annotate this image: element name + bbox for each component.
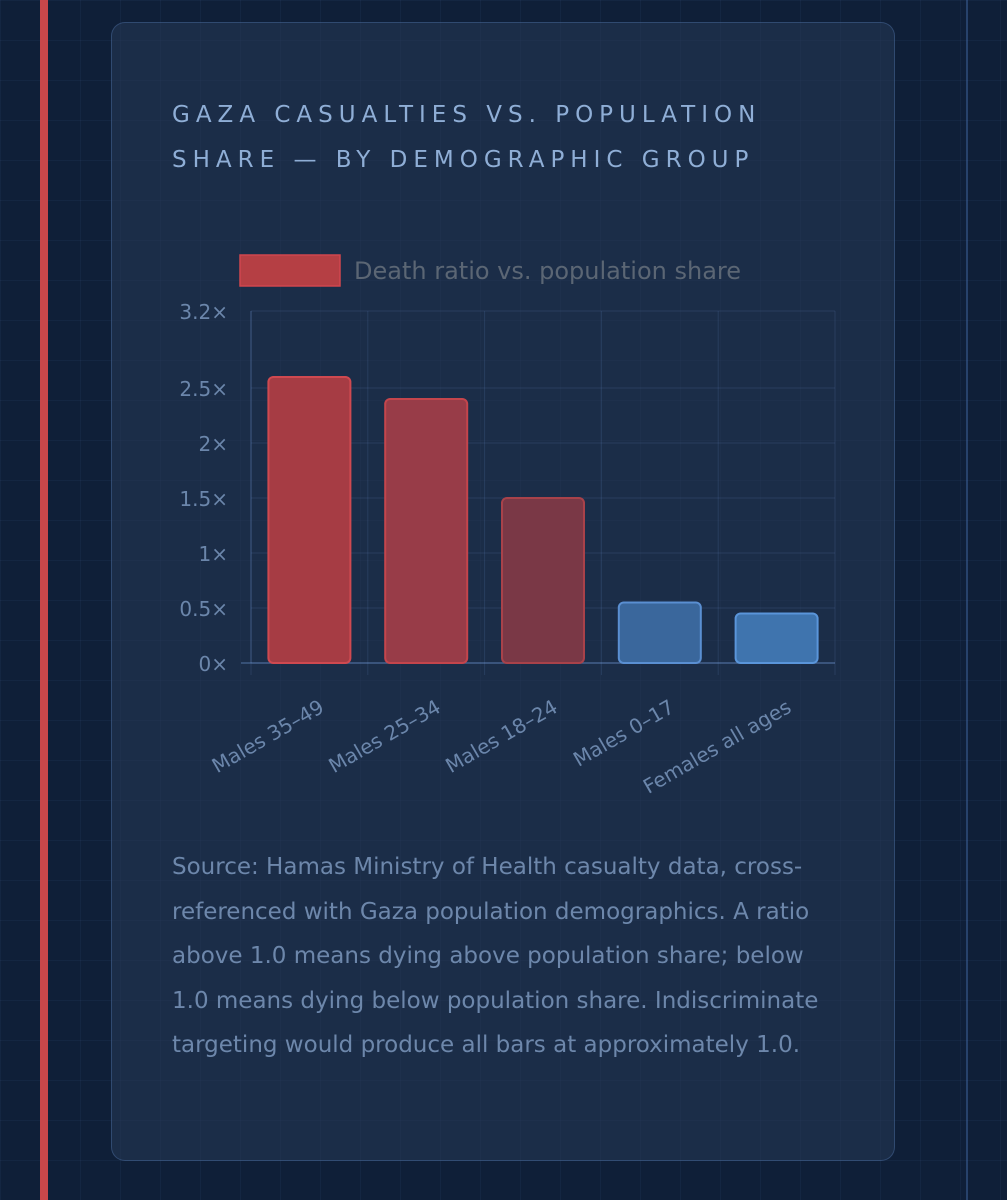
y-tick-label: 3.2×: [179, 300, 228, 324]
bar-3: [501, 497, 585, 664]
right-edge-line: [966, 0, 968, 1200]
bar-4: [617, 601, 702, 664]
legend-label: Death ratio vs. population share: [354, 257, 741, 285]
x-category-label: Males 25–34: [324, 695, 444, 778]
bar-2: [384, 398, 469, 664]
x-category-label: Males 18–24: [441, 695, 561, 778]
y-tick-label: 2×: [199, 432, 228, 456]
y-tick-label: 0.5×: [179, 597, 228, 621]
y-tick-label: 2.5×: [179, 377, 228, 401]
y-tick-label: 1×: [199, 542, 228, 566]
x-category-label: Males 0–17: [569, 695, 678, 772]
accent-bar: [40, 0, 48, 1200]
chart-card: GAZA CASUALTIES VS. POPULATION SHARE — B…: [111, 22, 895, 1161]
legend-swatch: [239, 254, 341, 287]
y-tick-label: 1.5×: [179, 487, 228, 511]
bar-1: [267, 376, 352, 664]
source-note: Source: Hamas Ministry of Health casualt…: [172, 854, 819, 1058]
x-category-label: Males 35–49: [208, 695, 328, 778]
chart-title: GAZA CASUALTIES VS. POPULATION SHARE — B…: [172, 102, 762, 173]
bar-chart: 0× 0.5× 1× 1.5× 2× 2.5× 3.2× Death ratio vs. po…: [179, 254, 836, 799]
y-tick-label: 0×: [199, 652, 228, 676]
bar-5: [734, 612, 819, 664]
